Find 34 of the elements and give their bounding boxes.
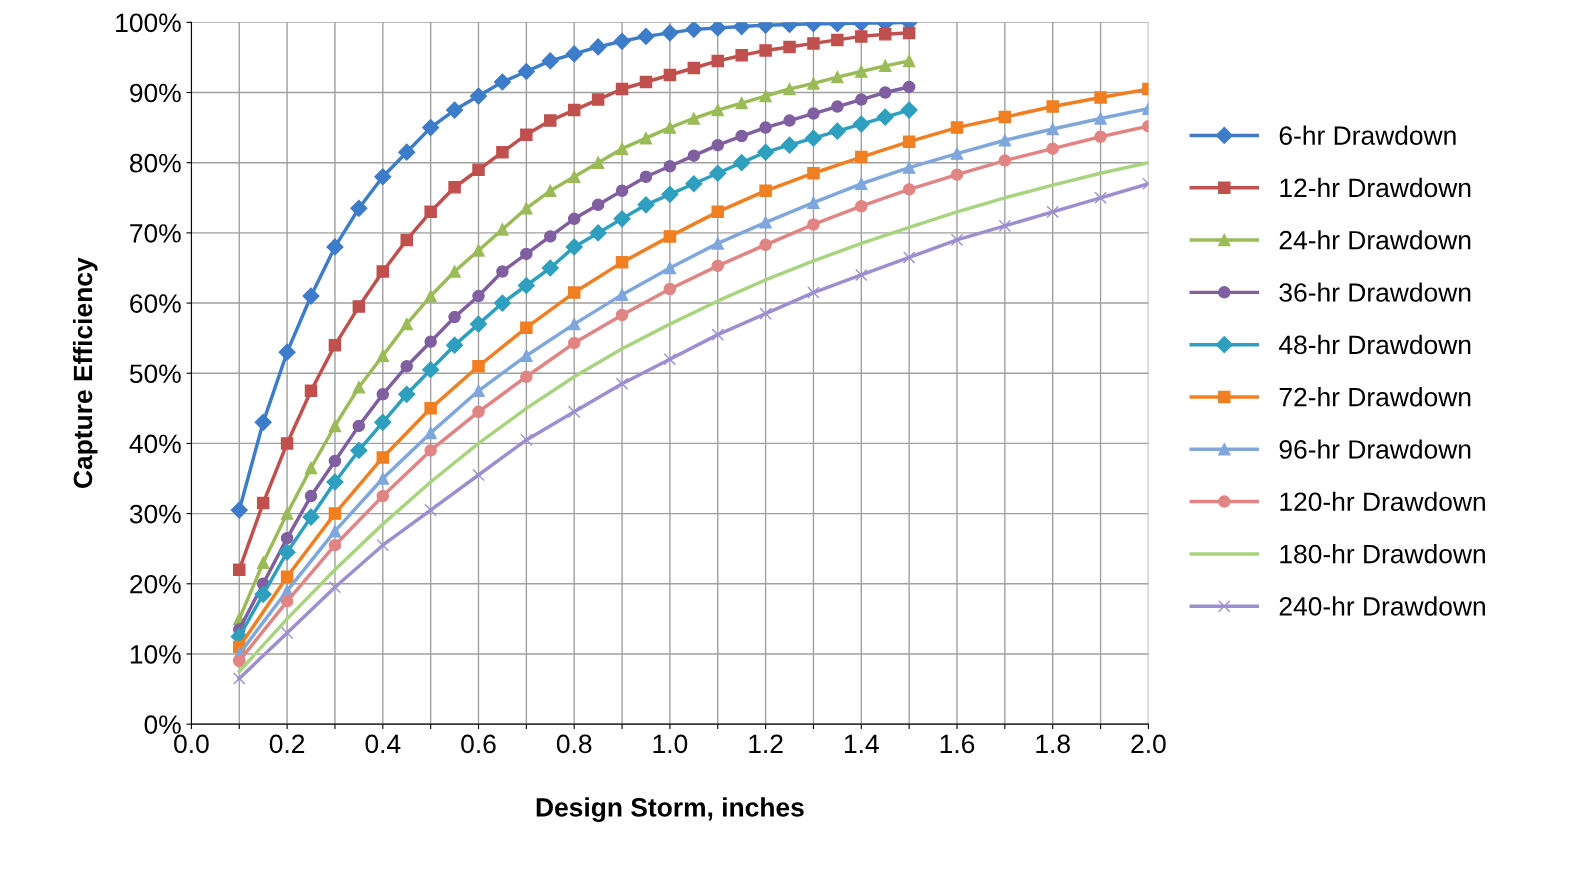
y-tick-label: 0%	[144, 715, 181, 734]
y-tick-label: 90%	[130, 83, 181, 103]
legend-label: 180-hr Drawdown	[1280, 544, 1485, 564]
y-tick-label: 30%	[129, 504, 181, 524]
legend-label: 120-hr Drawdown	[1280, 491, 1485, 512]
y-axis-title: Capture Efficiency	[72, 257, 98, 488]
x-tick-label: 1.6	[940, 734, 975, 754]
legend-label: 48-hr Drawdown	[1278, 334, 1471, 355]
x-tick-label: 1.4	[844, 734, 879, 753]
y-tick-label: 60%	[130, 294, 181, 313]
x-tick-label: 1.2	[749, 734, 783, 753]
y-tick-label: 100%	[116, 13, 181, 33]
x-tick-label: 0.6	[461, 734, 496, 754]
legend-label: 36-hr Drawdown	[1279, 282, 1471, 302]
x-tick-label: 0.4	[365, 734, 401, 754]
y-tick-label: 10%	[130, 645, 181, 664]
y-tick-label: 80%	[130, 153, 181, 173]
x-tick-label: 0.8	[556, 734, 592, 754]
x-tick-label: 1.8	[1036, 734, 1070, 754]
y-tick-label: 40%	[129, 434, 181, 454]
legend-label: 96-hr Drawdown	[1279, 439, 1471, 459]
x-tick-label: 2.0	[1131, 734, 1166, 754]
legend-label: 72-hr Drawdown	[1279, 387, 1471, 407]
y-tick-label: 70%	[130, 224, 181, 243]
y-tick-label: 50%	[129, 364, 181, 384]
x-tick-label: 0.0	[174, 734, 209, 754]
x-axis-title: Design Storm, inches	[536, 797, 804, 823]
legend-label: 12-hr Drawdown	[1280, 177, 1471, 198]
legend-label: 240-hr Drawdown	[1279, 596, 1485, 616]
x-tick-label: 0.2	[269, 734, 305, 754]
legend-label: 6-hr Drawdown	[1279, 125, 1456, 145]
x-tick-label: 1.0	[653, 734, 688, 754]
legend-label: 24-hr Drawdown	[1279, 230, 1471, 250]
y-tick-label: 20%	[130, 574, 181, 594]
